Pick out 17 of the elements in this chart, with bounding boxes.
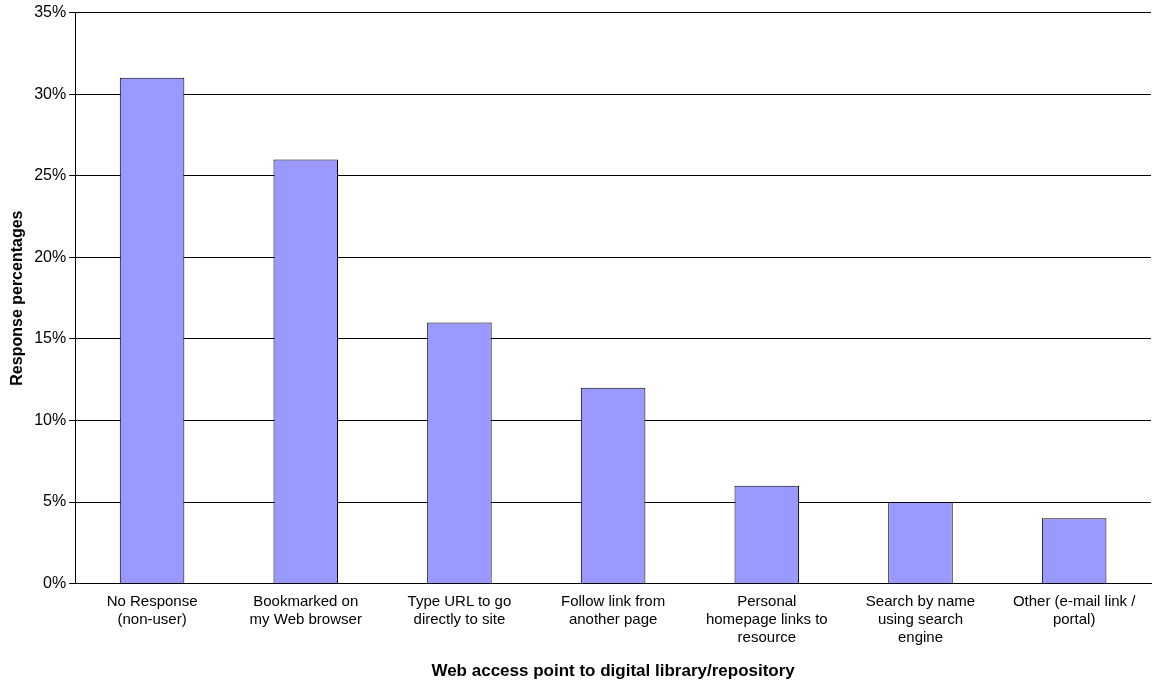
x-tick-label: No Response (non-user) — [106, 591, 198, 627]
y-axis-title: Response percentages — [8, 210, 26, 386]
y-tick-label: 30% — [34, 84, 67, 102]
x-tick-label: Personal homepage links to resource — [705, 591, 828, 645]
y-tick-label: 0% — [43, 574, 67, 592]
x-tick-label: Follow link from another page — [561, 591, 666, 627]
x-axis-title: Web access point to digital library/repository — [431, 661, 796, 681]
x-tick-label: Other (e-mail link / portal) — [1012, 591, 1137, 627]
y-tick-label: 20% — [34, 247, 67, 265]
y-tick-label: 25% — [34, 166, 67, 184]
y-tick-label: 10% — [34, 410, 67, 428]
x-tick-label: Type URL to go directly to site — [407, 591, 512, 627]
x-tick-label: Bookmarked on my Web browser — [249, 591, 362, 627]
y-tick-label: 35% — [34, 3, 67, 21]
y-tick-label: 5% — [43, 492, 67, 510]
x-tick-label: Search by name using search engine — [865, 591, 976, 645]
y-tick-label: 15% — [34, 329, 67, 347]
